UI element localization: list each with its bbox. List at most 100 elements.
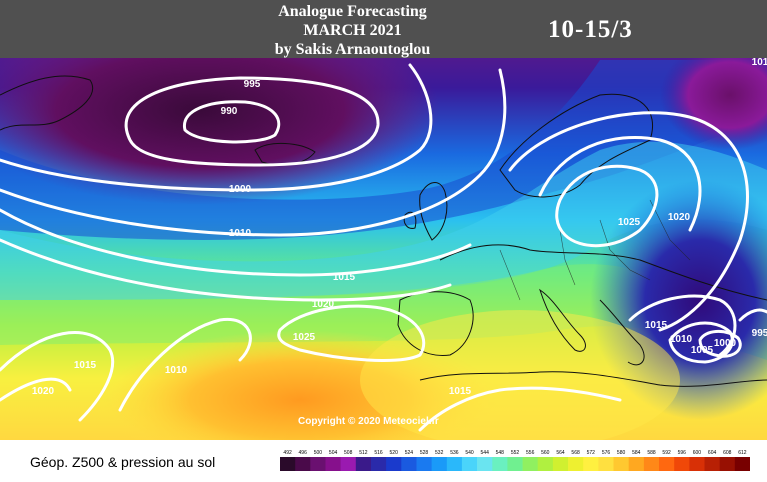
scale-color-swatch xyxy=(280,457,296,471)
scale-tick-label: 564 xyxy=(556,450,565,456)
isobars xyxy=(0,63,767,432)
scale-color-swatch xyxy=(310,457,326,471)
scale-color-swatch xyxy=(734,457,750,471)
scale-color-swatch xyxy=(446,457,463,471)
scale-tick-label: 556 xyxy=(526,450,535,456)
scale-color-swatch xyxy=(613,457,629,471)
scale-color-swatch xyxy=(461,457,478,471)
title-line-1: Analogue Forecasting xyxy=(278,3,427,20)
isobar-label-1000-east: 1000 xyxy=(714,338,737,349)
scale-tick-label: 588 xyxy=(647,450,656,456)
borders xyxy=(499,199,691,301)
scale-color-swatch xyxy=(295,457,311,471)
isobar-label-1020-southwest: 1020 xyxy=(32,386,55,397)
scale-tick-label: 520 xyxy=(390,450,399,456)
scale-tick-label: 496 xyxy=(299,450,308,456)
isobar-1020-east xyxy=(538,135,702,232)
color-scale: 492 496 500 504 508 512 516 520 524 528 532 536 540 5… xyxy=(280,450,750,471)
scale-color-swatch xyxy=(371,457,387,471)
isobar-label-1010-east: 1010 xyxy=(670,334,693,345)
isobar-1015-north xyxy=(0,208,472,277)
isobar-1010-west xyxy=(118,317,252,412)
isobar-label-1000: 1000 xyxy=(229,184,252,195)
copyright-text: Copyright © 2020 Meteociel.fr xyxy=(298,416,439,427)
balkan-coast xyxy=(599,299,645,366)
isobar-label-1025-east: 1025 xyxy=(618,217,641,228)
isobar-label-1015-east: 1015 xyxy=(645,320,668,331)
isobar-label-1025-west: 1025 xyxy=(293,332,316,343)
iberia-coast xyxy=(397,291,474,356)
scale-tick-label: 548 xyxy=(496,450,505,456)
date-range: 10-15/3 xyxy=(548,16,633,43)
scale-color-swatch xyxy=(492,457,508,471)
isobar-label-995: 995 xyxy=(244,79,261,90)
isobar-1015-south xyxy=(418,386,622,432)
scale-tick-label: 552 xyxy=(511,450,520,456)
z500-map: 995 990 1000 1010 1015 1020 1025 1015 10… xyxy=(0,0,767,440)
scale-tick-label: 504 xyxy=(329,450,338,456)
scale-tick-label: 560 xyxy=(541,450,550,456)
border-russia-ukraine xyxy=(649,199,691,261)
scale-color-swatch xyxy=(355,457,372,471)
scale-color-swatch xyxy=(659,457,675,471)
scale-color-swatch xyxy=(340,457,357,471)
isobar-995 xyxy=(124,76,380,167)
scale-tick-label: 600 xyxy=(693,450,702,456)
north-africa-coast xyxy=(419,371,767,387)
isobar-label-990: 990 xyxy=(221,106,238,117)
map-variable-label: Géop. Z500 & pression au sol xyxy=(30,454,216,470)
scale-tick-label: 536 xyxy=(450,450,459,456)
isobar-1020-southwest xyxy=(0,377,72,402)
isobar-label-1015-south: 1015 xyxy=(449,386,472,397)
british-isles-coast xyxy=(403,182,448,241)
scale-color-swatch xyxy=(704,457,720,471)
scale-tick-label: 592 xyxy=(662,450,671,456)
scale-color-swatch xyxy=(719,457,736,471)
scale-tick-label: 612 xyxy=(738,450,747,456)
isobar-label-995-east: 995 xyxy=(752,328,767,339)
italy-coast xyxy=(539,288,586,352)
isobar-995-east xyxy=(738,308,767,322)
scale-color-swatch xyxy=(552,457,569,471)
purple-northeast-field xyxy=(660,40,767,150)
scale-color-swatch xyxy=(689,457,705,471)
scale-tick-label: 608 xyxy=(723,450,732,456)
scale-color-swatch xyxy=(401,457,417,471)
green-band xyxy=(0,264,767,360)
border-germany-poland xyxy=(559,229,576,286)
border-france-germany xyxy=(499,249,521,301)
scale-tick-label: 572 xyxy=(587,450,596,456)
scale-color-swatch xyxy=(568,457,584,471)
scale-tick-label: 512 xyxy=(359,450,368,456)
isobar-label-1010-west: 1010 xyxy=(165,365,188,376)
greenland-coast xyxy=(0,75,94,131)
title-line-2: MARCH 2021 xyxy=(303,22,402,39)
scale-color-swatch xyxy=(598,457,614,471)
scale-tick-label: 516 xyxy=(374,450,383,456)
scale-tick-label: 596 xyxy=(678,450,687,456)
isobar-1015-east xyxy=(508,111,749,332)
scale-tick-label: 500 xyxy=(314,450,323,456)
isobar-1010 xyxy=(0,68,507,237)
isobar-label-1005: 1005 xyxy=(691,345,714,356)
border-eastern-europe xyxy=(599,219,651,281)
scale-color-swatch xyxy=(386,457,402,471)
scale-color-swatch xyxy=(416,457,432,471)
scale-color-swatch xyxy=(507,457,523,471)
blue-trough-band xyxy=(0,60,767,240)
scale-color-swatch xyxy=(643,457,660,471)
isobar-label-1015-west: 1015 xyxy=(74,360,97,371)
isobar-label-101-edge: 101 xyxy=(752,57,767,68)
scale-tick-label: 532 xyxy=(435,450,444,456)
scale-tick-label: 576 xyxy=(602,450,611,456)
isobar-1005 xyxy=(668,321,734,364)
scale-color-swatch xyxy=(583,457,599,471)
isobar-labels: 995 990 1000 1010 1015 1020 1025 1015 10… xyxy=(32,57,767,397)
scale-color-swatch xyxy=(674,457,690,471)
isobar-label-1020-north: 1020 xyxy=(312,299,335,310)
isobar-label-1015-north: 1015 xyxy=(333,272,356,283)
isobar-1025-east xyxy=(555,164,659,248)
isobar-label-1010: 1010 xyxy=(229,228,252,239)
scale-tick-label: 580 xyxy=(617,450,626,456)
